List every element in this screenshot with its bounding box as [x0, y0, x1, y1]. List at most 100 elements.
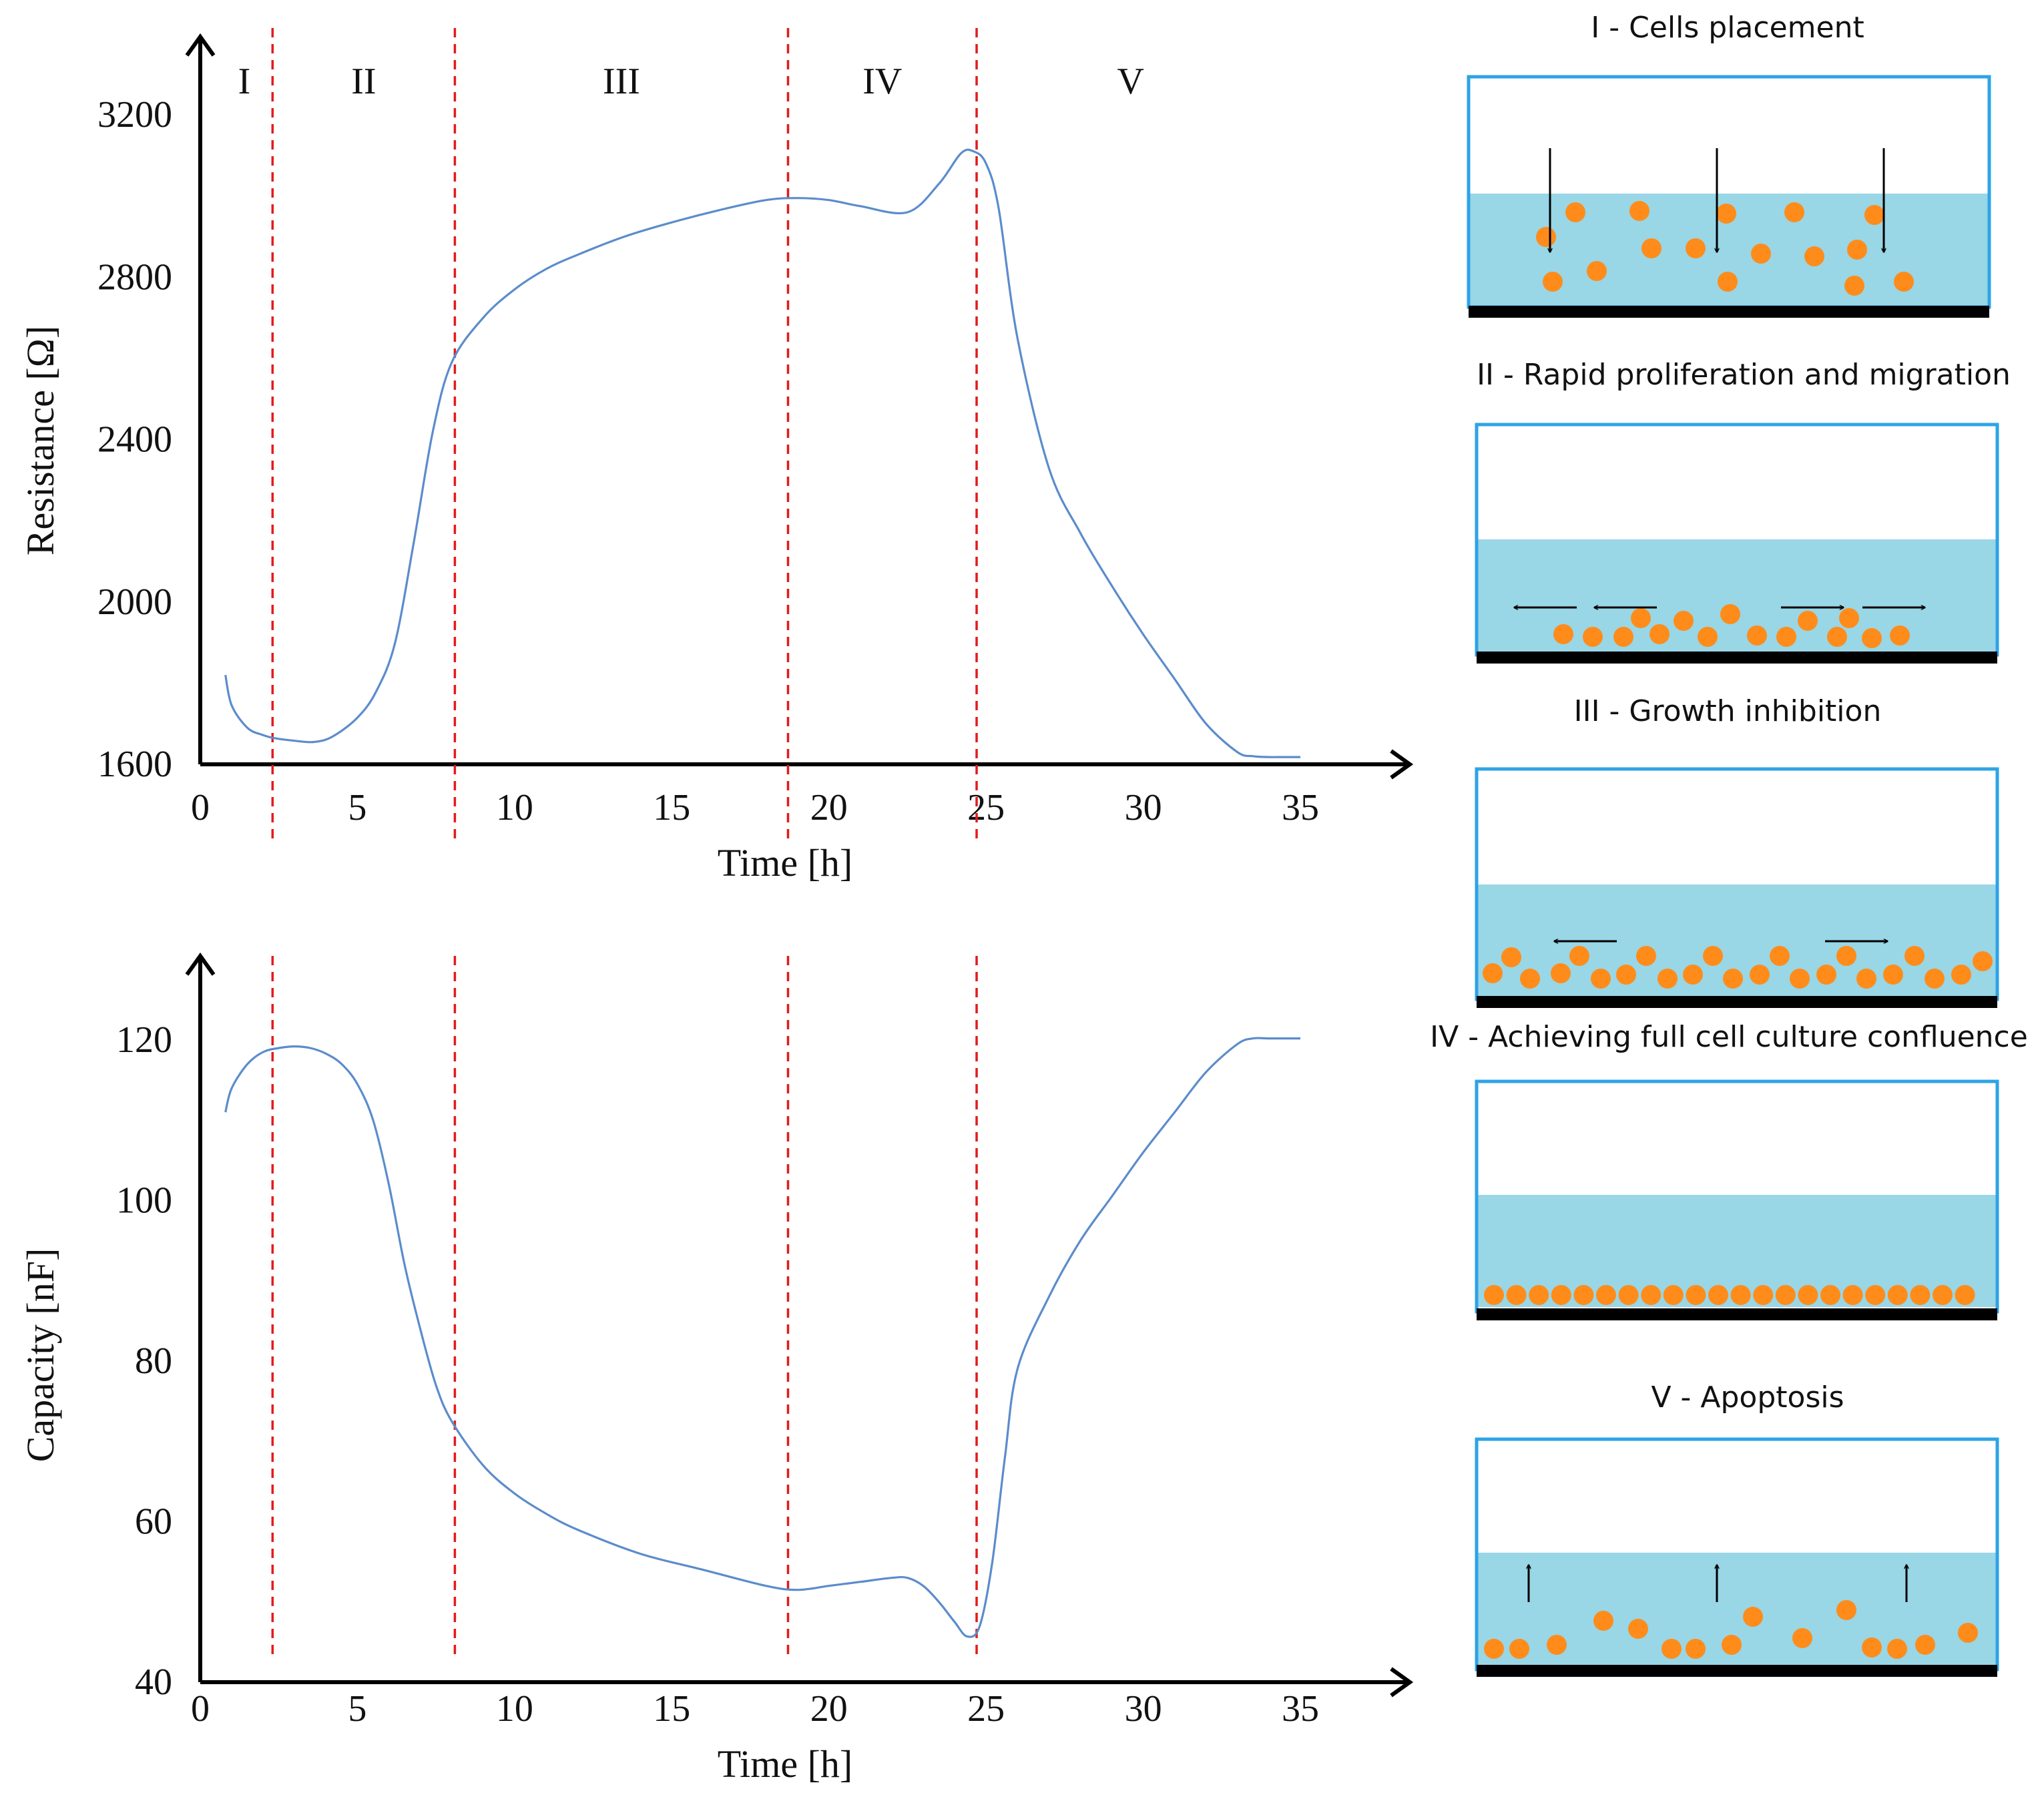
cell — [1955, 1285, 1975, 1305]
substrate — [1477, 1665, 1997, 1677]
cell — [1708, 1285, 1728, 1305]
resistance-x-tick-label: 25 — [967, 787, 1005, 828]
resistance-x-tick-label: 30 — [1125, 787, 1162, 828]
capacity-x-axis-label: Time [h] — [718, 1742, 853, 1786]
cell — [1836, 946, 1856, 966]
capacity-y-tick-label: 40 — [135, 1661, 172, 1703]
cell — [1506, 1285, 1527, 1305]
cell — [1483, 963, 1503, 983]
cell — [1657, 969, 1678, 989]
panel-title: V - Apoptosis — [1651, 1380, 1844, 1414]
cell — [1862, 1637, 1882, 1657]
arrows — [1550, 148, 1884, 252]
cell — [1750, 965, 1770, 985]
capacity-x-tick-label: 0 — [191, 1688, 210, 1730]
cell — [1547, 1635, 1567, 1655]
cell — [1649, 624, 1670, 644]
cell — [1753, 1285, 1774, 1305]
panel-title: I - Cells placement — [1591, 11, 1864, 45]
cell — [1616, 965, 1636, 985]
resistance-y-tick-label: 1600 — [97, 744, 172, 785]
cell — [1551, 1285, 1571, 1305]
cell — [1865, 1285, 1886, 1305]
cell — [1887, 1639, 1907, 1659]
cell — [1683, 965, 1703, 985]
resistance-x-axis-label: Time [h] — [718, 841, 853, 884]
substrate — [1477, 652, 1997, 664]
cell — [1856, 969, 1876, 989]
cell — [1641, 238, 1662, 258]
cell — [1553, 624, 1573, 644]
cell — [1551, 963, 1571, 983]
cell — [1747, 625, 1767, 646]
cell — [1686, 1285, 1706, 1305]
resistance-x-tick-label: 15 — [653, 787, 690, 828]
cell — [1703, 946, 1723, 966]
capacity-x-tick-label: 25 — [967, 1688, 1005, 1730]
panel-rapid-proliferation: II - Rapid proliferation and migration — [1475, 358, 2011, 664]
cell-group — [1484, 1600, 1978, 1659]
cell — [1827, 627, 1847, 647]
capacity-x-tick-label: 10 — [496, 1688, 533, 1730]
phase-label: V — [1117, 61, 1144, 102]
resistance-x-tick-label: 35 — [1282, 787, 1319, 828]
resistance-y-axis-arrow — [185, 33, 216, 57]
cell-group — [1484, 1285, 1975, 1305]
phase-label: I — [238, 61, 251, 102]
cell — [1904, 946, 1925, 966]
capacity-x-tick-label: 15 — [653, 1688, 690, 1730]
cell — [1915, 1635, 1935, 1655]
panel-title: II - Rapid proliferation and migration — [1477, 358, 2011, 392]
cell — [1565, 202, 1585, 222]
resistance-y-axis-label: Resistance [Ω] — [19, 326, 62, 555]
cell — [1716, 204, 1736, 224]
resistance-y-tick-label: 2000 — [97, 581, 172, 623]
panel-full-confluence: IV - Achieving full cell culture conflue… — [1430, 1020, 2028, 1320]
cell — [1958, 1623, 1978, 1643]
capacity-series-line — [224, 1037, 1300, 1638]
cell — [1587, 261, 1607, 281]
capacity-chart: Capacity [nF] Time [h] 0 5 10 15 20 25 30 35 40 6… — [19, 952, 1414, 1786]
phase-label: III — [603, 61, 640, 102]
cell — [1743, 1607, 1763, 1627]
resistance-y-tick-label: 2800 — [97, 256, 172, 298]
capacity-y-tick-label: 80 — [135, 1340, 172, 1382]
cell — [1569, 946, 1589, 966]
cell — [1842, 1285, 1863, 1305]
cell — [1951, 965, 1971, 985]
cell — [1844, 276, 1864, 296]
cell — [1776, 627, 1796, 647]
cell — [1674, 611, 1694, 631]
cell — [1925, 969, 1945, 989]
resistance-x-tick-label: 5 — [348, 787, 366, 828]
cell — [1618, 1285, 1639, 1305]
resistance-chart: Resistance [Ω] Time [h] 0 5 10 15 20 25 30 35 16… — [19, 28, 1414, 884]
cell — [1839, 608, 1859, 628]
cell — [1973, 951, 1993, 971]
cell — [1613, 627, 1633, 647]
substrate — [1477, 996, 1997, 1008]
cell — [1686, 1639, 1706, 1659]
cell — [1790, 969, 1810, 989]
cell — [1520, 969, 1540, 989]
cell — [1910, 1285, 1931, 1305]
capacity-x-tick-label: 5 — [348, 1688, 366, 1730]
substrate — [1477, 1308, 1997, 1320]
cell — [1596, 1285, 1616, 1305]
cell — [1722, 1635, 1742, 1655]
cell-group — [1483, 946, 1993, 989]
capacity-x-tick-label: 35 — [1282, 1688, 1319, 1730]
capacity-y-tick-label: 60 — [135, 1501, 172, 1543]
cell — [1631, 608, 1651, 628]
cell — [1751, 244, 1771, 264]
capacity-x-tick-label: 30 — [1125, 1688, 1162, 1730]
cell — [1887, 1285, 1908, 1305]
cell — [1593, 1611, 1613, 1631]
cell — [1573, 1285, 1594, 1305]
capacity-y-tick-label: 100 — [116, 1180, 172, 1222]
cell — [1636, 946, 1656, 966]
phase-label: II — [351, 61, 376, 102]
cell — [1862, 628, 1882, 648]
cell — [1730, 1285, 1751, 1305]
cell-group — [1553, 604, 1910, 648]
